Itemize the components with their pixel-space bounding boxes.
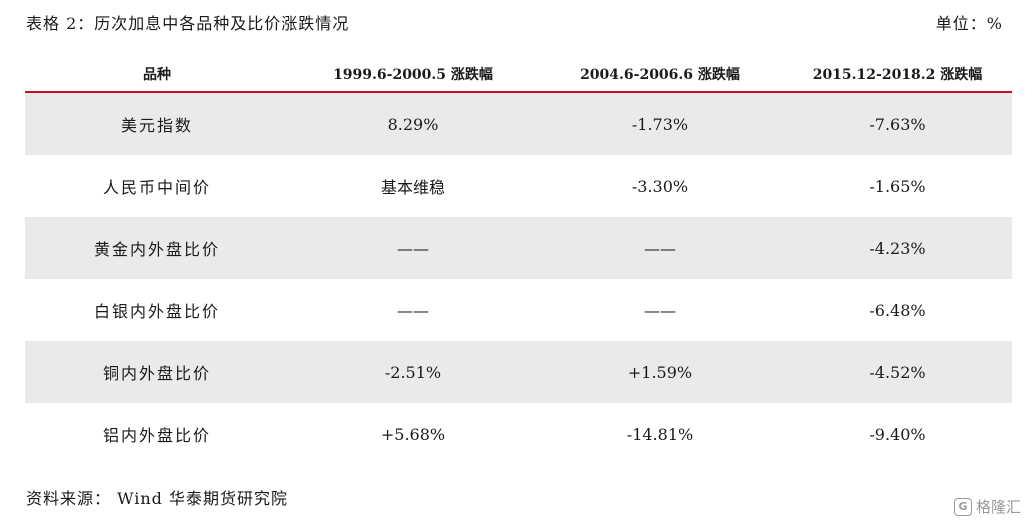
row-label: 白银内外盘比价 — [93, 302, 220, 321]
logo-icon: G — [953, 497, 972, 516]
table-row: 美元指数 8.29% -1.73% -7.63% — [25, 93, 1012, 155]
table-cell: —— — [644, 238, 676, 258]
unit-label: 单位：% — [935, 14, 1003, 33]
watermark-text: 格隆汇 — [975, 498, 1021, 516]
header-cell-period-2: 2004.6-2006.6 涨跌幅 — [580, 66, 740, 83]
row-label: 铝内外盘比价 — [102, 426, 211, 445]
header-cell-period-1: 1999.6-2000.5 涨跌幅 — [333, 66, 493, 83]
row-label: 人民币中间价 — [102, 178, 211, 197]
table-cell: —— — [644, 300, 676, 320]
table-cell: —— — [397, 300, 429, 320]
table-cell: -1.73% — [631, 114, 689, 134]
table-cell: 基本维稳 — [380, 178, 445, 197]
table-row: 铝内外盘比价 +5.68% -14.81% -9.40% — [25, 403, 1012, 465]
table-cell: -2.51% — [384, 362, 442, 382]
table-cell: +5.68% — [380, 424, 446, 444]
table-cell: —— — [397, 238, 429, 258]
table-row: 人民币中间价 基本维稳 -3.30% -1.65% — [25, 155, 1012, 217]
table-cell: -9.40% — [869, 424, 926, 444]
table-caption: 表格 2：历次加息中各品种及比价涨跌情况 — [26, 14, 350, 33]
header-cell-period-3: 2015.12-2018.2 涨跌幅 — [812, 66, 983, 83]
watermark-logo: G 格隆汇 — [953, 496, 1021, 517]
table-cell: -1.65% — [869, 176, 926, 196]
table-cell: +1.59% — [627, 362, 693, 382]
row-label: 黄金内外盘比价 — [93, 240, 220, 259]
table-header: 品种 1999.6-2000.5 涨跌幅 2004.6-2006.6 涨跌幅 2… — [25, 56, 1012, 93]
row-label: 美元指数 — [120, 116, 193, 135]
header-cell-variety: 品种 — [143, 66, 171, 83]
table-cell: -6.48% — [869, 300, 926, 320]
data-table: 品种 1999.6-2000.5 涨跌幅 2004.6-2006.6 涨跌幅 2… — [25, 56, 1012, 465]
row-label: 铜内外盘比价 — [102, 364, 211, 383]
table-row: 铜内外盘比价 -2.51% +1.59% -4.52% — [25, 341, 1012, 403]
table-row: 黄金内外盘比价 —— —— -4.23% — [25, 217, 1012, 279]
table-row: 白银内外盘比价 —— —— -6.48% — [25, 279, 1012, 341]
table-cell: -3.30% — [631, 176, 689, 196]
table-cell: -4.23% — [869, 238, 926, 258]
source-note: 资料来源： Wind 华泰期货研究院 — [26, 489, 289, 508]
table-cell: 8.29% — [387, 114, 439, 134]
table-cell: -7.63% — [869, 114, 926, 134]
table-body: 美元指数 8.29% -1.73% -7.63% 人民币中间价 基本维稳 -3.… — [25, 93, 1012, 465]
table-cell: -14.81% — [626, 424, 694, 444]
table-cell: -4.52% — [869, 362, 926, 382]
